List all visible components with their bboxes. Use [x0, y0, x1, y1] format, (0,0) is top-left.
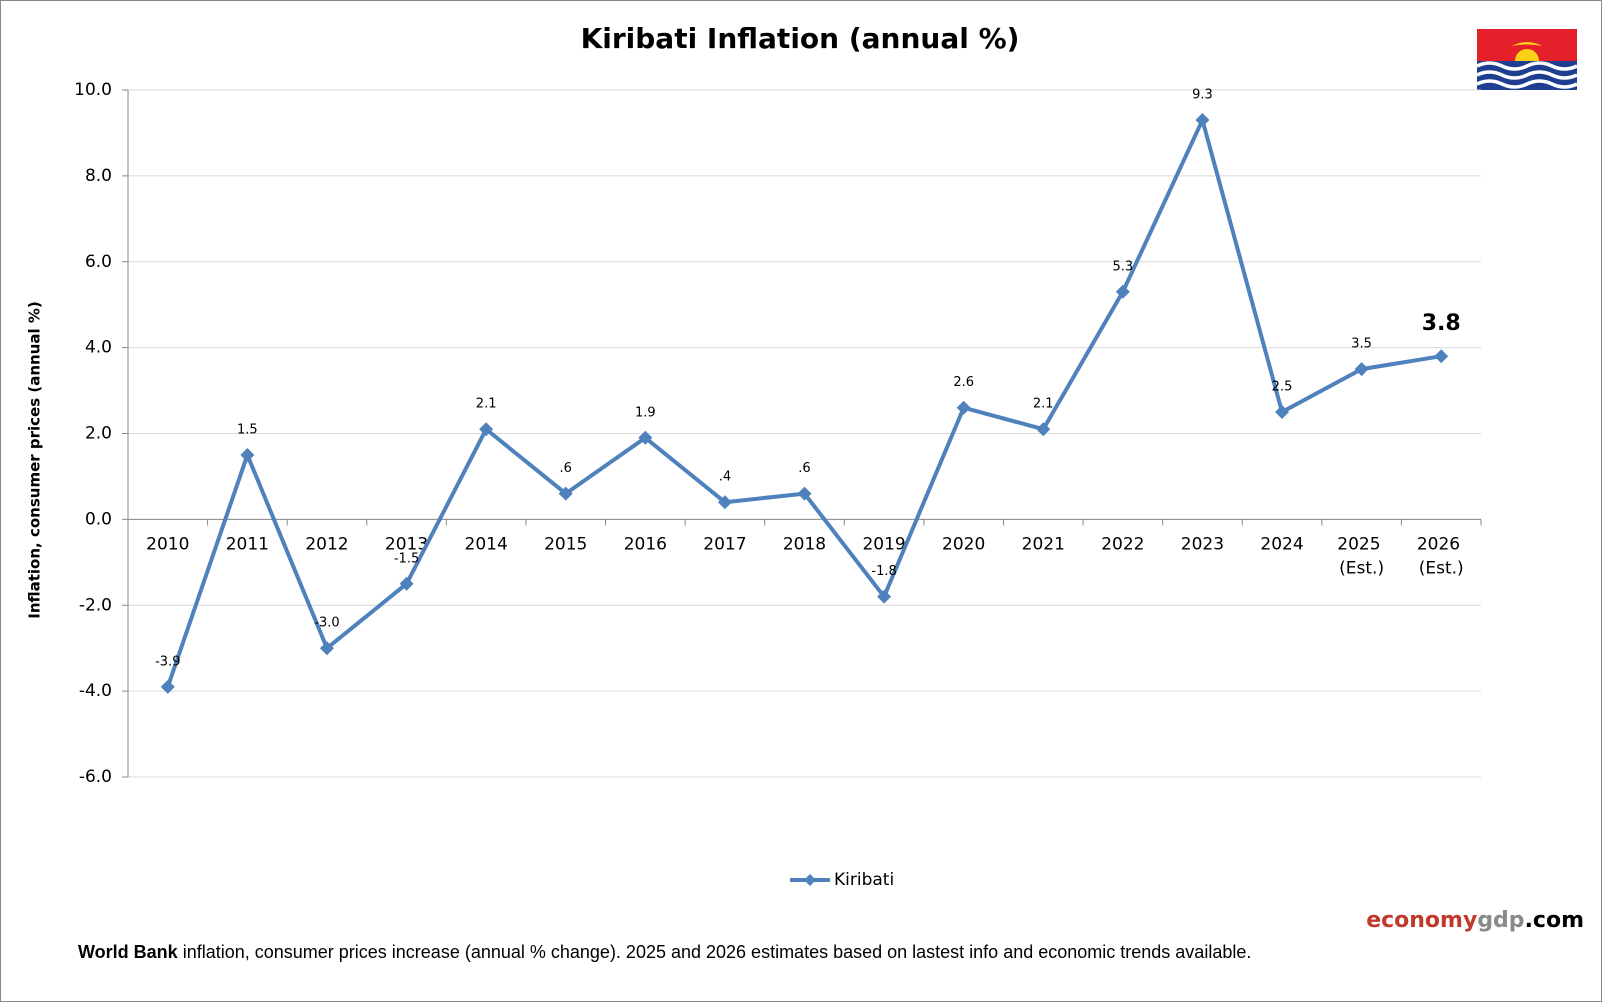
footnote-bold: World Bank	[78, 942, 179, 962]
data-point	[956, 400, 971, 415]
x-tick-label: 2022	[1101, 534, 1144, 554]
brand-part: economy	[1366, 908, 1477, 933]
data-label: -1.5	[394, 551, 419, 566]
data-label: 2.1	[476, 397, 497, 412]
y-axis-label: Inflation, consumer prices (annual %)	[26, 301, 44, 619]
x-tick-label: 2011	[226, 534, 269, 554]
x-tick-label: 2018	[783, 534, 826, 554]
data-label: 3.8	[1422, 311, 1461, 336]
brand-part: gdp	[1477, 908, 1524, 933]
x-tick-label: 2015	[544, 534, 587, 554]
x-tick-label: 2025 (Est.)	[1337, 534, 1386, 578]
x-tick-label: 2010	[146, 534, 189, 554]
x-tick-label: 2026 (Est.)	[1417, 534, 1466, 578]
data-point	[797, 486, 812, 501]
x-tick-label: 2014	[465, 534, 508, 554]
data-point	[1354, 362, 1369, 377]
x-tick-label: 2017	[703, 534, 746, 554]
y-tick-label: 8.0	[85, 166, 112, 186]
data-point	[1434, 349, 1449, 364]
y-tick-label: 4.0	[85, 338, 112, 358]
x-tick-label: 2023	[1181, 534, 1224, 554]
data-point	[319, 641, 334, 656]
data-label: -1.8	[871, 564, 896, 579]
y-tick-label: 0.0	[85, 509, 112, 529]
x-tick-label: 2020	[942, 534, 985, 554]
data-point	[479, 422, 494, 437]
data-point	[399, 576, 414, 591]
data-label: .4	[719, 470, 731, 485]
data-label: 1.9	[635, 405, 656, 420]
data-point	[1195, 113, 1210, 128]
x-tick-label: 2019	[862, 534, 905, 554]
x-tick-label: 2021	[1022, 534, 1065, 554]
footnote-text: inflation, consumer prices increase (ann…	[183, 942, 1252, 962]
data-label: -3.0	[314, 616, 339, 631]
x-tick-label: 2024	[1260, 534, 1303, 554]
data-label: 9.3	[1192, 88, 1213, 103]
data-label: -3.9	[155, 654, 180, 669]
brand: economygdp.com	[1366, 908, 1584, 933]
x-tick-label: 2013	[385, 534, 428, 554]
y-tick-label: -4.0	[79, 681, 112, 701]
data-point	[240, 447, 255, 462]
data-point	[717, 495, 732, 510]
data-point	[1115, 284, 1130, 299]
data-point	[558, 486, 573, 501]
data-label: 3.5	[1351, 337, 1372, 352]
y-tick-label: 2.0	[85, 424, 112, 444]
legend-label: Kiribati	[834, 870, 894, 890]
y-tick-label: -2.0	[79, 595, 112, 615]
data-point	[160, 679, 175, 694]
data-label: 2.6	[953, 375, 974, 390]
data-label: 1.5	[237, 422, 258, 437]
data-label: .6	[798, 461, 810, 476]
x-tick-label: 2016	[624, 534, 667, 554]
flag	[1476, 29, 1578, 90]
data-point	[638, 430, 653, 445]
data-label: 2.1	[1033, 397, 1054, 412]
data-point	[877, 589, 892, 604]
data-label: 5.3	[1113, 259, 1134, 274]
legend-marker	[804, 874, 816, 886]
chart-title: Kiribati Inflation (annual %)	[581, 22, 1020, 55]
y-tick-label: 10.0	[74, 80, 112, 100]
data-point	[1036, 422, 1051, 437]
brand-part: .com	[1525, 908, 1584, 933]
data-label: .6	[560, 461, 572, 476]
data-point	[1275, 405, 1290, 420]
footnote: World Bank inflation, consumer prices in…	[78, 942, 1251, 962]
data-label: 2.5	[1272, 380, 1293, 395]
y-tick-label: 6.0	[85, 252, 112, 272]
x-tick-label: 2012	[305, 534, 348, 554]
y-tick-label: -6.0	[79, 767, 112, 787]
